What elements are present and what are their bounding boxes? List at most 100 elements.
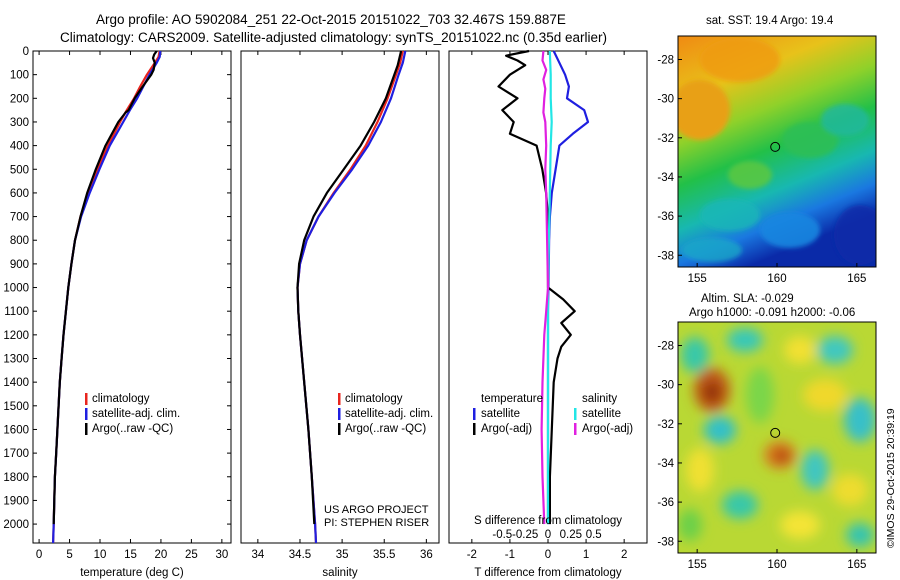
depth-tick-label: 1500 xyxy=(3,401,29,413)
legend-s-argo: Argo(-adj) xyxy=(582,423,633,435)
depth-tick-label: 400 xyxy=(10,141,29,153)
x-tick-label: 34 xyxy=(251,549,264,561)
lat-tick-label: -30 xyxy=(657,94,674,106)
lat-tick-label: -32 xyxy=(657,419,674,431)
legend-t-argo: Argo(-adj) xyxy=(481,423,532,435)
lat-tick-label: -38 xyxy=(657,536,674,548)
x-tick-label: 15 xyxy=(124,549,137,561)
depth-tick-label: 1800 xyxy=(3,472,29,484)
legend-swatch-t-satellite xyxy=(473,408,476,420)
lon-tick-label: 160 xyxy=(767,273,786,285)
depth-tick-label: 800 xyxy=(10,235,29,247)
difference-panel: -2 -1 0 1 2 -0.5 -0.25 0 0.25 0.5 temperature sal… xyxy=(448,49,648,579)
legend-title-salinity: salinity xyxy=(582,393,617,405)
project-annotation-line1: US ARGO PROJECT xyxy=(324,504,429,516)
sla-map-panel: Altim. SLA: -0.029 Argo h1000: -0.091 h2… xyxy=(657,293,877,571)
lon-tick-label: 155 xyxy=(688,273,707,285)
series-line xyxy=(546,50,553,525)
x-tick-label: -1 xyxy=(505,549,515,561)
legend-s-satellite: satellite xyxy=(582,408,621,420)
lat-tick-label: -30 xyxy=(657,380,674,392)
lat-tick-label: -32 xyxy=(657,133,674,145)
legend-swatch-climatology xyxy=(85,393,88,405)
depth-tick-label: 600 xyxy=(10,188,29,200)
x-tick-label: -2 xyxy=(467,549,477,561)
temperature-legend: climatology satellite-adj. clim. Argo(..… xyxy=(85,393,180,435)
salinity-legend: climatology satellite-adj. clim. Argo(..… xyxy=(338,393,433,435)
sst-map-panel: sat. SST: 19.4 Argo: 19.4 155 160 165 -28 -3… xyxy=(657,15,877,285)
lat-tick-label: -36 xyxy=(657,211,674,223)
lat-tick-label: -34 xyxy=(657,458,674,470)
title-line-1: Argo profile: AO 5902084_251 22-Oct-2015… xyxy=(96,12,566,27)
imos-watermark: ©IMOS 29-Oct-2015 20:39:19 xyxy=(885,408,897,548)
depth-tick-label: 300 xyxy=(10,117,29,129)
sla-map-axes: 155 160 165 -28 -30 -32 -34 -36 -38 xyxy=(657,340,866,571)
depth-tick-label: 900 xyxy=(10,259,29,271)
s-difference-label: S difference from climatology xyxy=(474,515,622,527)
lon-tick-label: 155 xyxy=(688,559,707,571)
sst-heatmap xyxy=(678,36,876,267)
salinity-xlabel: salinity xyxy=(322,567,357,579)
lat-tick-label: -28 xyxy=(657,340,674,352)
legend-t-satellite: satellite xyxy=(481,408,520,420)
x-tick-label: 35 xyxy=(336,549,349,561)
legend-swatch-argo xyxy=(338,423,341,435)
s-tick-label: 0.25 xyxy=(560,529,582,541)
x-tick-label: 5 xyxy=(66,549,72,561)
s-tick-label: -0.5 xyxy=(492,529,512,541)
depth-tick-label: 1700 xyxy=(3,448,29,460)
argo-float-marker xyxy=(770,141,781,152)
x-tick-label: 35.5 xyxy=(373,549,395,561)
depth-tick-label: 1000 xyxy=(3,283,29,295)
temperature-profile-lines xyxy=(52,50,162,544)
legend-swatch-s-argo xyxy=(574,423,577,435)
title-line-2: Climatology: CARS2009. Satellite-adjuste… xyxy=(60,30,607,45)
project-annotation-line2: PI: STEPHEN RISER xyxy=(324,517,429,529)
lat-tick-label: -28 xyxy=(657,54,674,66)
sla-map-title-1: Altim. SLA: -0.029 xyxy=(701,293,794,305)
lat-tick-label: -38 xyxy=(657,250,674,262)
x-tick-label: 2 xyxy=(621,549,627,561)
x-tick-label: 0 xyxy=(36,549,42,561)
legend-swatch-t-argo xyxy=(473,423,476,435)
s-tick-label: 0.5 xyxy=(586,529,602,541)
salinity-axes-frame xyxy=(240,50,440,544)
legend-swatch-satellite xyxy=(338,408,341,420)
x-tick-label: 34.5 xyxy=(289,549,311,561)
legend-satellite: satellite-adj. clim. xyxy=(92,408,180,420)
x-tick-label: 25 xyxy=(185,549,198,561)
depth-tick-label: 500 xyxy=(10,164,29,176)
depth-tick-label: 1600 xyxy=(3,424,29,436)
s-tick-label: -0.25 xyxy=(512,529,538,541)
temperature-panel: 0100200300400500600700800900100011001200… xyxy=(3,46,647,579)
legend-swatch-climatology xyxy=(338,393,341,405)
temperature-axes-frame xyxy=(32,50,232,544)
x-tick-label: 20 xyxy=(155,549,168,561)
x-tick-label: 10 xyxy=(94,549,107,561)
legend-satellite: satellite-adj. clim. xyxy=(345,408,433,420)
x-tick-label: 0 xyxy=(545,549,551,561)
legend-swatch-s-satellite xyxy=(574,408,577,420)
temperature-xlabel: temperature (deg C) xyxy=(80,567,184,579)
lat-tick-label: -34 xyxy=(657,172,674,184)
legend-climatology: climatology xyxy=(345,393,403,405)
depth-tick-label: 1200 xyxy=(3,330,29,342)
depth-tick-label: 1300 xyxy=(3,354,29,366)
x-tick-label: 36 xyxy=(420,549,433,561)
depth-tick-label: 0 xyxy=(23,46,29,58)
difference-profile-lines xyxy=(497,49,590,525)
lon-tick-label: 165 xyxy=(847,559,866,571)
legend-climatology: climatology xyxy=(92,393,150,405)
lat-tick-label: -36 xyxy=(657,497,674,509)
x-tick-label: 1 xyxy=(583,549,589,561)
depth-tick-label: 2000 xyxy=(3,519,29,531)
series-line xyxy=(497,49,576,525)
legend-argo: Argo(..raw -QC) xyxy=(92,423,173,435)
depth-tick-label: 1100 xyxy=(4,306,29,318)
argo-float-marker xyxy=(770,427,781,438)
s-tick-label: 0 xyxy=(545,529,551,541)
difference-legend: temperature salinity satellite Argo(-adj… xyxy=(473,393,633,435)
sst-map-title: sat. SST: 19.4 Argo: 19.4 xyxy=(706,15,834,27)
legend-title-temperature: temperature xyxy=(481,393,543,405)
depth-tick-label: 1900 xyxy=(3,495,29,507)
